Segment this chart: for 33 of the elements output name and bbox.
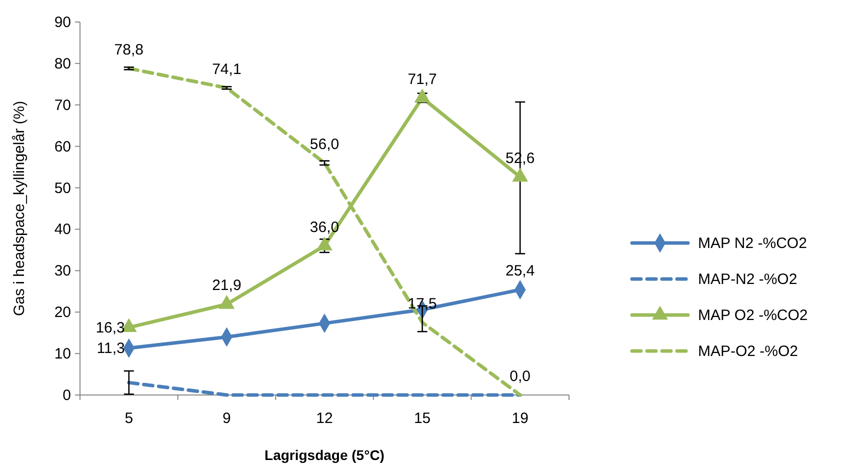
point <box>414 88 430 102</box>
x-tick-label: 12 <box>316 410 333 427</box>
data-label: 0,0 <box>510 368 531 385</box>
data-label: 25,4 <box>506 262 535 280</box>
point <box>512 168 528 182</box>
y-tick-label: 0 <box>62 387 71 404</box>
x-tick-label: 5 <box>124 410 134 427</box>
y-tick-label: 50 <box>54 180 71 197</box>
y-axis-title: Gas i headspace_kyllingelår (%) <box>11 100 28 316</box>
y-tick-label: 90 <box>54 14 71 31</box>
y-tick-label: 30 <box>54 262 71 280</box>
legend-label: MAP-N2 -%O2 <box>698 271 798 288</box>
x-tick-label: 15 <box>414 410 431 427</box>
y-tick-label: 60 <box>54 138 71 156</box>
data-label: 74,1 <box>212 60 242 78</box>
data-label: 56,0 <box>310 136 340 153</box>
legend-label: MAP N2 -%CO2 <box>698 235 807 252</box>
data-label: 71,7 <box>408 70 437 88</box>
x-axis-title: Lagrigsdage (5°C) <box>264 447 384 463</box>
y-tick-label: 40 <box>54 221 71 238</box>
data-label: 11,3 <box>96 340 125 358</box>
y-tick-label: 70 <box>54 96 71 114</box>
legend-label: MAP O2 -%CO2 <box>698 307 808 324</box>
legend-label: MAP-O2 -%O2 <box>698 343 798 360</box>
data-label: 21,9 <box>212 277 242 294</box>
y-tick-label: 20 <box>54 304 71 322</box>
point <box>316 236 332 250</box>
y-tick-label: 10 <box>54 346 71 363</box>
x-tick-label: 9 <box>222 410 231 427</box>
y-tick-label: 80 <box>54 55 71 72</box>
data-label: 16,3 <box>96 319 125 336</box>
x-tick-label: 19 <box>512 410 528 427</box>
data-label: 78,8 <box>114 41 144 58</box>
